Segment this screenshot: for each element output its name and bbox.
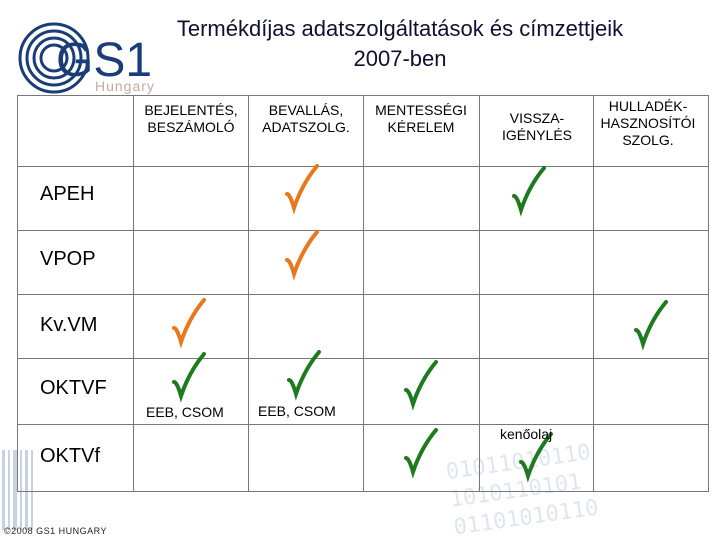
green-check-icon [519, 432, 553, 483]
green-check-icon [404, 360, 438, 411]
page-title: Termékdíjas adatszolgáltatások és címzet… [120, 14, 680, 74]
title-line-2: 2007-ben [353, 46, 447, 71]
logo-sub: Hungary [95, 78, 155, 94]
svg-text:GS1: GS1 [56, 34, 152, 87]
green-check-icon [172, 352, 206, 403]
grid-vline [363, 95, 364, 491]
grid-hline [17, 230, 708, 231]
column-header: MENTESSÉGI KÉRELEM [375, 102, 467, 135]
barcode-decoration [2, 450, 33, 530]
grid-vline [248, 95, 249, 491]
column-header: BEVALLÁS, ADATSZOLG. [262, 102, 350, 135]
grid-hline [17, 166, 708, 167]
row-label-vpop: VPOP [40, 248, 96, 270]
grid-hline [17, 358, 708, 359]
green-check-icon [287, 350, 321, 401]
grid-hline [17, 294, 708, 295]
green-check-icon [404, 428, 438, 479]
row-label-kvvm: Kv.VM [40, 314, 98, 336]
row-label-apeh: APEH [40, 183, 95, 205]
gs1-logo: GS1 [18, 22, 152, 94]
note-eeb-csom: EEB, CSOM [146, 404, 224, 420]
row-label-oktvf: OKTVF [40, 377, 107, 399]
green-check-icon [512, 166, 546, 217]
row-label-oktvf-lower: OKTVf [40, 445, 101, 467]
orange-check-icon [172, 298, 206, 349]
orange-check-icon [285, 164, 319, 215]
grid-vline [479, 95, 480, 491]
column-header: HULLADÉK- HASZNOSÍTÓI SZOLG. [600, 98, 696, 148]
grid-vline [133, 95, 134, 491]
column-header: VISSZA- IGÉNYLÉS [501, 110, 573, 143]
note-eeb-csom: EEB, CSOM [258, 403, 336, 419]
copyright-text: ©2008 GS1 HUNGARY [4, 526, 108, 536]
grid-hline [17, 424, 708, 425]
title-line-1: Termékdíjas adatszolgáltatások és címzet… [176, 16, 624, 41]
green-check-icon [634, 300, 668, 351]
column-header: BEJELENTÉS, BESZÁMOLÓ [144, 102, 238, 135]
note-kenoolaj: kenőolaj [500, 426, 553, 442]
orange-check-icon [285, 230, 319, 281]
grid-vline [593, 95, 594, 491]
